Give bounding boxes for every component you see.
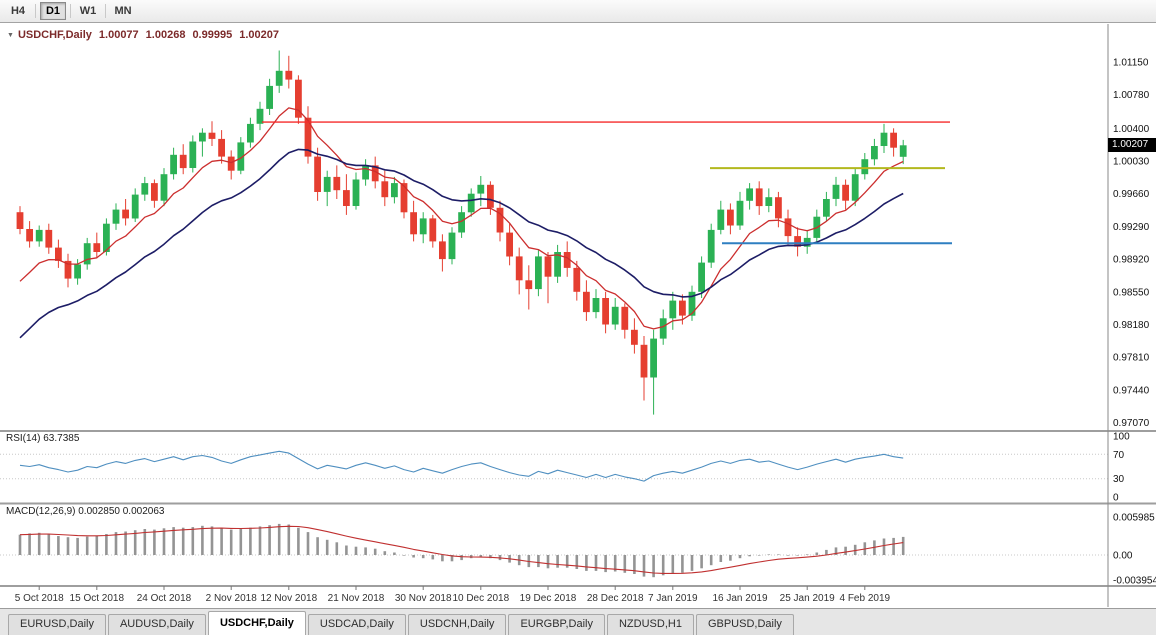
symbol-dropdown-icon[interactable]: ▼ <box>7 31 14 39</box>
svg-text:10 Dec 2018: 10 Dec 2018 <box>452 593 509 604</box>
svg-text:30 Nov 2018: 30 Nov 2018 <box>395 593 452 604</box>
moving-averages <box>19 107 904 339</box>
svg-text:12 Nov 2018: 12 Nov 2018 <box>260 593 317 604</box>
svg-text:0.97810: 0.97810 <box>1113 353 1150 364</box>
svg-text:2 Nov 2018: 2 Nov 2018 <box>206 593 258 604</box>
svg-text:15 Oct 2018: 15 Oct 2018 <box>70 593 125 604</box>
tab-usdcnh-daily[interactable]: USDCNH,Daily <box>407 614 507 635</box>
chart-canvas[interactable]: 1.01150 1.00780 1.00400 1.00030 0.99660 0.992… <box>0 24 1156 608</box>
timeframe-d1-button[interactable]: D1 <box>40 2 66 20</box>
svg-text:0.98180: 0.98180 <box>1113 320 1150 331</box>
toolbar-separator <box>35 4 36 18</box>
timeframe-h4-button[interactable]: H4 <box>5 2 31 20</box>
tab-nzdusd-h1[interactable]: NZDUSD,H1 <box>606 614 694 635</box>
svg-text:30: 30 <box>1113 474 1125 485</box>
chart-tabs-bar: EURUSD,Daily AUDUSD,Daily USDCHF,Daily U… <box>0 608 1156 635</box>
tab-audusd-daily[interactable]: AUDUSD,Daily <box>107 614 206 635</box>
svg-text:70: 70 <box>1113 450 1125 461</box>
toolbar-separator <box>105 4 106 18</box>
svg-text:100: 100 <box>1113 432 1130 443</box>
svg-text:0.98920: 0.98920 <box>1113 255 1150 266</box>
tab-gbpusd-daily[interactable]: GBPUSD,Daily <box>695 614 794 635</box>
svg-text:0.99660: 0.99660 <box>1113 189 1150 200</box>
svg-text:0.97440: 0.97440 <box>1113 385 1150 396</box>
price-axis-labels: 1.01150 1.00780 1.00400 1.00030 0.99660 0.992… <box>1113 58 1156 587</box>
ohlc-open: 1.00077 <box>98 29 139 41</box>
timeframe-mn-button[interactable]: MN <box>110 2 136 20</box>
svg-text:28 Dec 2018: 28 Dec 2018 <box>587 593 644 604</box>
svg-text:21 Nov 2018: 21 Nov 2018 <box>328 593 385 604</box>
horizontal-level-lines[interactable] <box>262 121 952 245</box>
svg-text:4 Feb 2019: 4 Feb 2019 <box>839 593 890 604</box>
tab-usdcad-daily[interactable]: USDCAD,Daily <box>307 614 406 635</box>
svg-text:0.98550: 0.98550 <box>1113 287 1150 298</box>
rsi-line <box>19 450 904 482</box>
tab-usdchf-daily[interactable]: USDCHF,Daily <box>207 611 306 635</box>
symbol-label: USDCHF,Daily <box>17 29 92 41</box>
ohlc-low: 0.99995 <box>192 29 233 41</box>
ohlc-high: 1.00268 <box>145 29 186 41</box>
svg-text:19 Dec 2018: 19 Dec 2018 <box>520 593 577 604</box>
svg-text:24 Oct 2018: 24 Oct 2018 <box>137 593 192 604</box>
svg-text:1.00400: 1.00400 <box>1113 124 1150 135</box>
macd-indicator-label: MACD(12,26,9) 0.002850 0.002063 <box>6 506 165 517</box>
svg-text:0.005985: 0.005985 <box>1113 513 1155 524</box>
svg-text:0: 0 <box>1113 493 1119 504</box>
tab-eurgbp-daily[interactable]: EURGBP,Daily <box>508 614 605 635</box>
current-price-box: 1.00207 <box>1108 138 1156 152</box>
panel-separators <box>0 24 1156 607</box>
timeframe-w1-button[interactable]: W1 <box>75 2 101 20</box>
timeframe-toolbar: H4 D1 W1 MN <box>0 0 1156 23</box>
svg-text:5 Oct 2018: 5 Oct 2018 <box>15 593 64 604</box>
svg-text:0.00: 0.00 <box>1113 551 1133 562</box>
svg-text:1.01150: 1.01150 <box>1113 58 1149 69</box>
ohlc-close: 1.00207 <box>239 29 279 41</box>
tab-eurusd-daily[interactable]: EURUSD,Daily <box>8 614 106 635</box>
toolbar-separator <box>70 4 71 18</box>
svg-text:1.00030: 1.00030 <box>1113 156 1150 167</box>
svg-text:7 Jan 2019: 7 Jan 2019 <box>648 593 698 604</box>
grid-guides <box>0 453 1108 556</box>
svg-text:0.99290: 0.99290 <box>1113 222 1150 233</box>
svg-text:1.00780: 1.00780 <box>1113 90 1150 101</box>
svg-text:16 Jan 2019: 16 Jan 2019 <box>712 593 767 604</box>
candlestick-series <box>16 50 907 415</box>
rsi-indicator-label: RSI(14) 63.7385 <box>6 433 80 444</box>
macd-histogram <box>18 523 905 578</box>
chart-area: 1.01150 1.00780 1.00400 1.00030 0.99660 0.992… <box>0 24 1156 608</box>
chart-title: ▼ USDCHF,Daily 1.00077 1.00268 0.99995 1… <box>7 29 286 41</box>
svg-text:-0.003954: -0.003954 <box>1113 576 1156 587</box>
svg-text:0.97070: 0.97070 <box>1113 418 1150 429</box>
date-axis-labels: 5 Oct 2018 15 Oct 2018 24 Oct 2018 2 Nov 20… <box>15 586 891 604</box>
svg-text:25 Jan 2019: 25 Jan 2019 <box>780 593 835 604</box>
